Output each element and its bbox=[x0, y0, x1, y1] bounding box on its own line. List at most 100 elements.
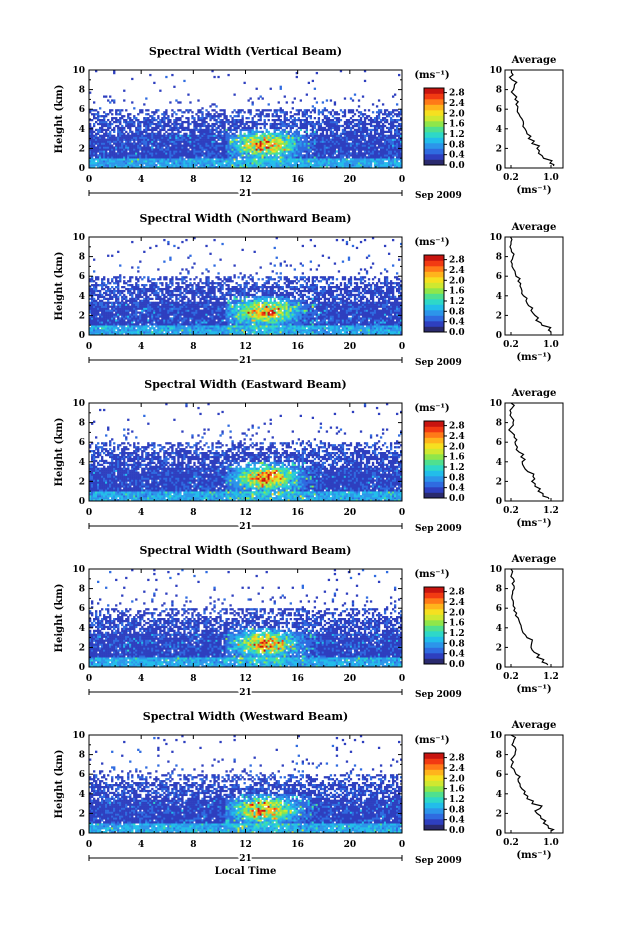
heatmap-cell bbox=[332, 115, 334, 117]
heatmap-cell bbox=[113, 313, 115, 315]
heatmap-cell bbox=[286, 150, 288, 152]
heatmap-cell bbox=[274, 160, 276, 162]
heatmap-cell bbox=[141, 317, 143, 319]
heatmap-cell bbox=[153, 154, 155, 156]
heatmap-cell bbox=[117, 317, 119, 319]
heatmap-cell bbox=[332, 139, 334, 141]
heatmap-cell bbox=[392, 152, 394, 154]
heatmap-cell bbox=[189, 150, 191, 152]
heatmap-cell bbox=[105, 141, 107, 143]
heatmap-cell bbox=[336, 146, 338, 148]
heatmap-cell bbox=[346, 150, 348, 152]
heatmap-cell bbox=[227, 146, 229, 148]
heatmap-cell bbox=[143, 143, 145, 145]
heatmap-cell bbox=[113, 308, 115, 310]
heatmap-cell bbox=[239, 152, 241, 154]
heatmap-cell bbox=[392, 127, 394, 129]
heatmap-cell bbox=[380, 137, 382, 139]
heatmap-cell bbox=[187, 152, 189, 154]
heatmap-cell bbox=[239, 162, 241, 164]
heatmap-cell bbox=[318, 144, 320, 146]
heatmap-cell bbox=[302, 154, 304, 156]
heatmap-cell bbox=[205, 127, 207, 129]
heatmap-cell bbox=[143, 117, 145, 119]
heatmap-cell bbox=[137, 315, 139, 317]
heatmap-cell bbox=[101, 154, 103, 156]
heatmap-cell bbox=[235, 148, 237, 150]
heatmap-cell bbox=[330, 129, 332, 131]
heatmap-cell bbox=[268, 162, 270, 164]
heatmap-cell bbox=[342, 158, 344, 160]
heatmap-cell bbox=[370, 158, 372, 160]
heatmap-cell bbox=[107, 135, 109, 137]
heatmap-cell bbox=[197, 154, 199, 156]
heatmap-cell bbox=[260, 139, 262, 141]
heatmap-cell bbox=[197, 135, 199, 137]
heatmap-cell bbox=[209, 150, 211, 152]
heatmap-cell bbox=[304, 150, 306, 152]
heatmap-cell bbox=[205, 115, 207, 117]
y-tick-label: 8 bbox=[79, 86, 85, 96]
heatmap-cell bbox=[151, 146, 153, 148]
heatmap-cell bbox=[129, 152, 131, 154]
heatmap-cell bbox=[145, 135, 147, 137]
heatmap-cell bbox=[235, 141, 237, 143]
heatmap-cell bbox=[201, 119, 203, 121]
heatmap-cell bbox=[165, 313, 167, 315]
heatmap-cell bbox=[344, 141, 346, 143]
heatmap-cell bbox=[145, 306, 147, 308]
heatmap-cell bbox=[151, 278, 153, 280]
heatmap-cell bbox=[159, 123, 161, 125]
heatmap-cell bbox=[179, 139, 181, 141]
heatmap-cell bbox=[139, 319, 141, 321]
heatmap-cell bbox=[105, 162, 107, 164]
heatmap-cell bbox=[103, 95, 105, 97]
heatmap-cell bbox=[227, 141, 229, 143]
heatmap-cell bbox=[101, 306, 103, 308]
heatmap-cell bbox=[254, 123, 256, 125]
heatmap-cell bbox=[316, 160, 318, 162]
heatmap-cell bbox=[374, 125, 376, 127]
heatmap-cell bbox=[276, 156, 278, 158]
heatmap-cell bbox=[328, 148, 330, 150]
heatmap-cell bbox=[107, 294, 109, 296]
heatmap-cell bbox=[344, 115, 346, 117]
heatmap-cell bbox=[364, 160, 366, 162]
heatmap-cell bbox=[231, 125, 233, 127]
heatmap-cell bbox=[276, 123, 278, 125]
heatmap-cell bbox=[227, 143, 229, 145]
heatmap-cell bbox=[121, 327, 123, 329]
heatmap-cell bbox=[187, 135, 189, 137]
heatmap-cell bbox=[153, 286, 155, 288]
heatmap-cell bbox=[352, 99, 354, 101]
heatmap-cell bbox=[280, 123, 282, 125]
heatmap-cell bbox=[107, 158, 109, 160]
heatmap-cell bbox=[350, 158, 352, 160]
heatmap-cell bbox=[91, 319, 93, 321]
heatmap-cell bbox=[167, 241, 169, 243]
heatmap-cell bbox=[241, 164, 243, 166]
heatmap-cell bbox=[159, 323, 161, 325]
heatmap-cell bbox=[127, 115, 129, 117]
heatmap-cell bbox=[320, 123, 322, 125]
heatmap-cell bbox=[113, 290, 115, 292]
heatmap-cell bbox=[276, 150, 278, 152]
heatmap-cell bbox=[398, 141, 400, 143]
heatmap-cell bbox=[109, 329, 111, 331]
heatmap-cell bbox=[165, 308, 167, 310]
heatmap bbox=[89, 237, 402, 335]
heatmap-cell bbox=[332, 160, 334, 162]
heatmap-cell bbox=[165, 162, 167, 164]
heatmap-cell bbox=[310, 135, 312, 137]
heatmap-cell bbox=[95, 331, 97, 333]
heatmap-cell bbox=[213, 164, 215, 166]
heatmap-cell bbox=[107, 290, 109, 292]
heatmap-cell bbox=[294, 156, 296, 158]
heatmap-cell bbox=[111, 152, 113, 154]
heatmap-cell bbox=[229, 160, 231, 162]
heatmap-cell bbox=[302, 146, 304, 148]
heatmap-cell bbox=[201, 133, 203, 135]
heatmap-cell bbox=[113, 306, 115, 308]
heatmap-cell bbox=[149, 329, 151, 331]
heatmap-cell bbox=[384, 109, 386, 111]
